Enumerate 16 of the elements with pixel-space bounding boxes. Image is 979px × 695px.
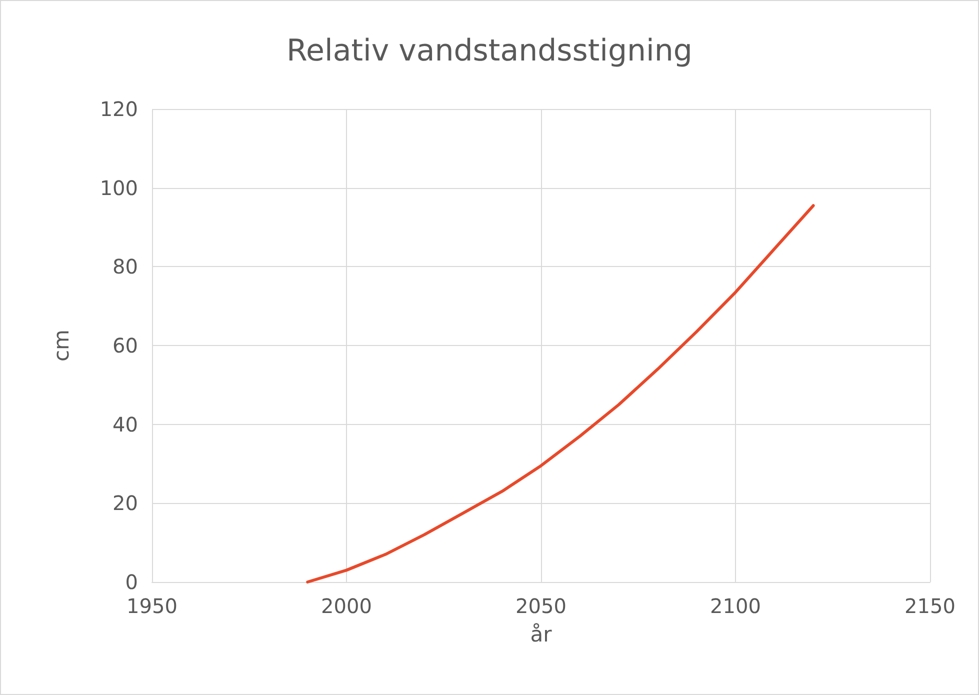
x-tick-label: 2050 bbox=[516, 594, 566, 618]
y-tick-label: 40 bbox=[112, 412, 138, 436]
chart-title: Relativ vandstandsstigning bbox=[286, 34, 692, 68]
y-tick-label: 100 bbox=[100, 176, 138, 200]
x-tick-label: 2100 bbox=[710, 594, 761, 618]
y-tick-label: 60 bbox=[112, 334, 138, 358]
x-tick-label: 1950 bbox=[126, 594, 178, 618]
y-tick-label: 0 bbox=[125, 570, 138, 594]
x-axis-title: år bbox=[530, 622, 552, 646]
x-tick-label: 2150 bbox=[904, 594, 956, 618]
y-tick-label: 80 bbox=[112, 254, 138, 279]
y-tick-label: 120 bbox=[100, 97, 138, 121]
y-tick-label: 20 bbox=[112, 491, 138, 516]
x-tick-label: 2000 bbox=[321, 594, 372, 618]
line-series bbox=[306, 204, 815, 584]
y-axis-title: cm bbox=[50, 329, 74, 362]
